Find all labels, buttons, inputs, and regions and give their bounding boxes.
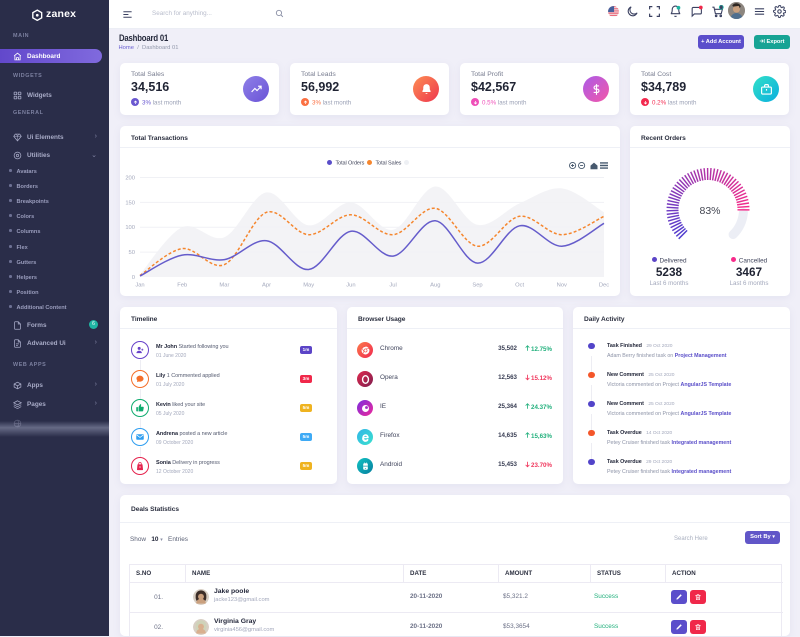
svg-text:Dec: Dec — [599, 283, 609, 289]
svg-text:0: 0 — [132, 275, 135, 281]
svg-text:Jun: Jun — [346, 283, 355, 289]
svg-text:200: 200 — [125, 176, 135, 182]
svg-text:May: May — [303, 283, 314, 289]
svg-text:Oct: Oct — [515, 283, 524, 289]
svg-text:5: 5 — [720, 5, 722, 9]
svg-text:50: 50 — [129, 250, 135, 256]
svg-text:Apr: Apr — [262, 283, 271, 289]
svg-text:Sep: Sep — [472, 283, 482, 289]
svg-text:Aug: Aug — [430, 283, 440, 289]
svg-text:Mar: Mar — [219, 283, 229, 289]
svg-text:100: 100 — [125, 225, 135, 231]
svg-text:Jan: Jan — [135, 283, 144, 289]
svg-text:150: 150 — [125, 200, 135, 206]
svg-text:Nov: Nov — [557, 283, 567, 289]
svg-text:Jul: Jul — [389, 283, 396, 289]
svg-text:Feb: Feb — [177, 283, 187, 289]
